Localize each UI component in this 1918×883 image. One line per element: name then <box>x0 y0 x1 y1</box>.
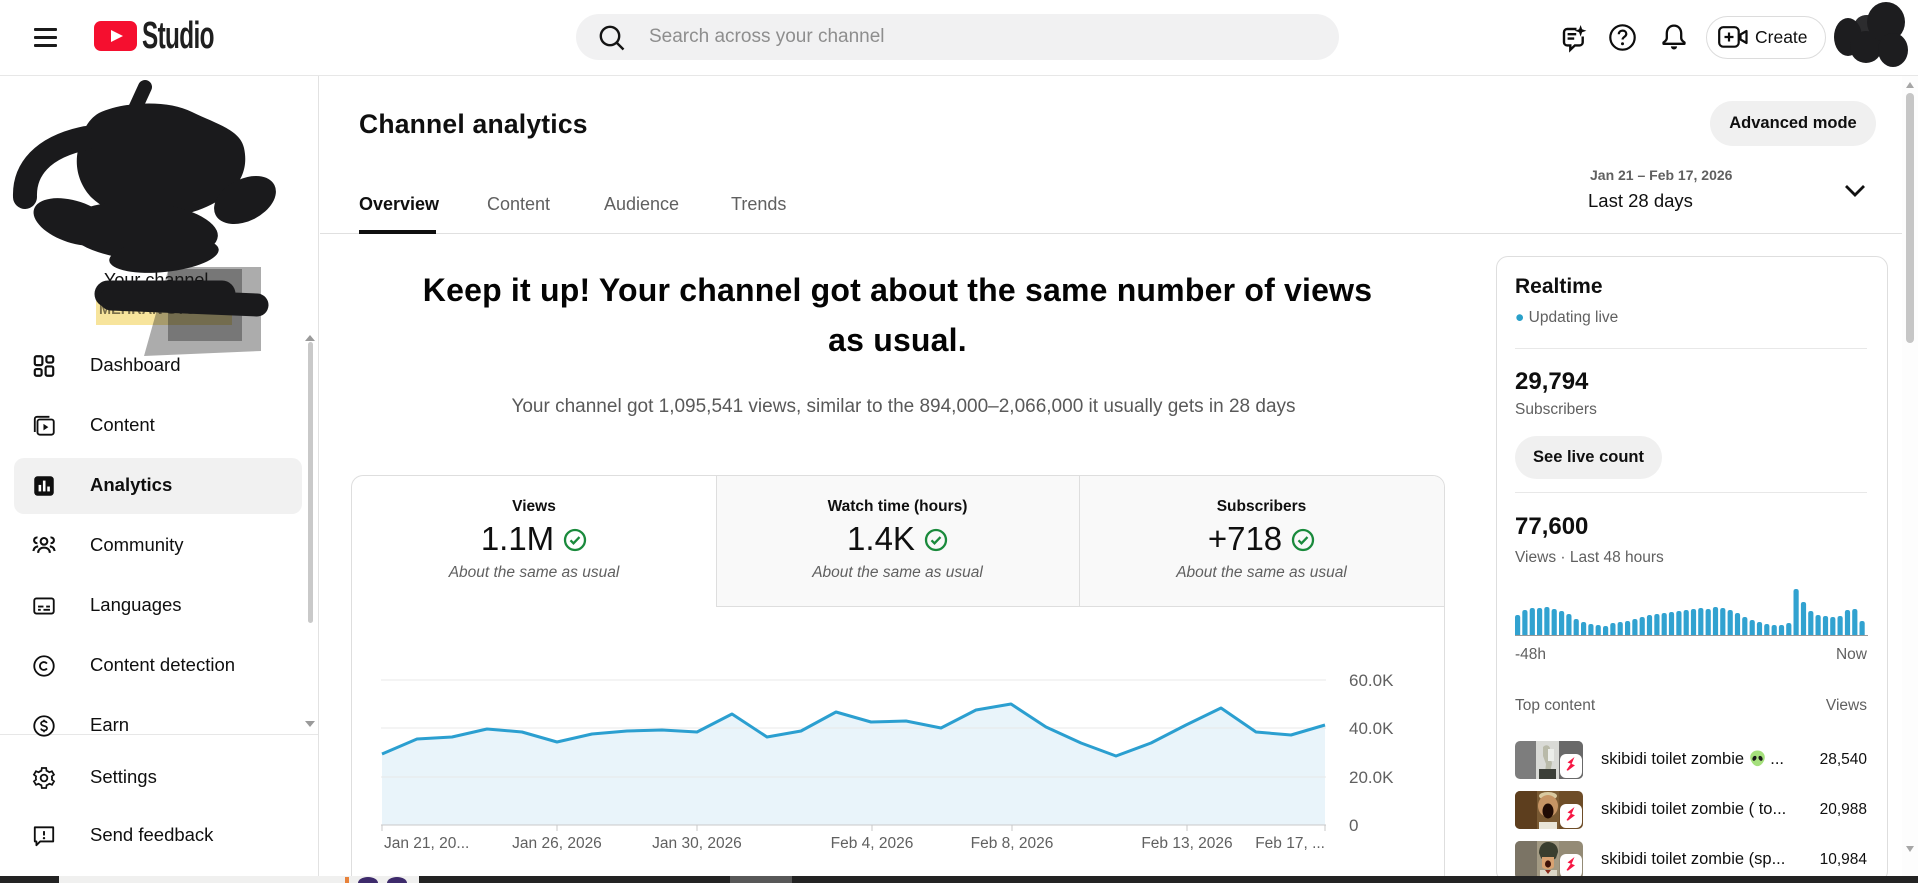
svg-text:0: 0 <box>1349 816 1358 835</box>
svg-text:Jan 26, 2026: Jan 26, 2026 <box>512 835 602 852</box>
svg-text:Feb 8, 2026: Feb 8, 2026 <box>971 835 1054 852</box>
svg-text:Feb 4, 2026: Feb 4, 2026 <box>831 835 914 852</box>
svg-text:Feb 13, 2026: Feb 13, 2026 <box>1141 835 1232 852</box>
svg-text:Jan 30, 2026: Jan 30, 2026 <box>652 835 742 852</box>
svg-text:60.0K: 60.0K <box>1349 671 1394 690</box>
svg-text:20.0K: 20.0K <box>1349 768 1394 787</box>
svg-text:Feb 17, ...: Feb 17, ... <box>1255 835 1325 852</box>
svg-text:Jan 21, 20...: Jan 21, 20... <box>384 835 469 852</box>
svg-text:40.0K: 40.0K <box>1349 719 1394 738</box>
